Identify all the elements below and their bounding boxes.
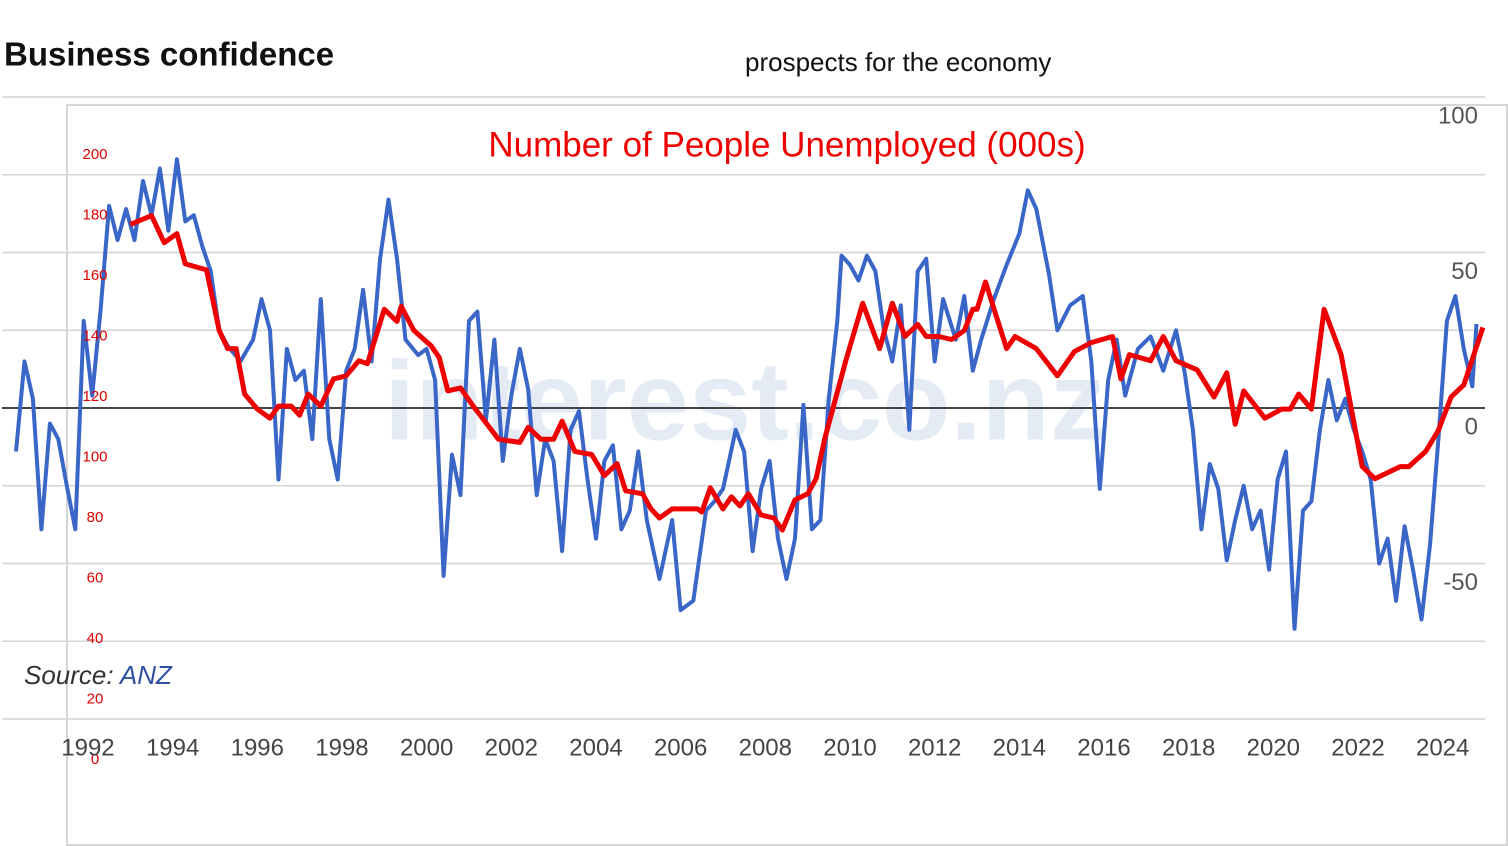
y2-tick-label: 160 [82,267,107,284]
x-tick-label: 2022 [1331,734,1384,761]
x-tick-label: 2020 [1247,734,1300,761]
source-name: ANZ [118,660,173,690]
y2-tick-label: 40 [87,630,104,647]
y2-tick-label: 140 [82,327,107,344]
x-tick-label: 2004 [569,734,622,761]
x-tick-label: 2016 [1077,734,1130,761]
x-tick-label: 2008 [739,734,792,761]
x-tick-label: 1994 [146,734,199,761]
x-tick-label: 1992 [61,734,114,761]
series-line [129,213,1486,533]
x-tick-label: 1996 [231,734,284,761]
labels: -50 0 50 100 0 20 40 60 80 100 120 140 160 180 200 1992… [61,102,1478,768]
y2-tick-label: 20 [87,690,104,707]
y2-tick-label: 0 [91,751,99,768]
x-tick-label: 2000 [400,734,453,761]
annotation: Number of People Unemployed (000s) [488,125,1085,164]
x-tick-label: 2010 [823,734,876,761]
overlay-frame [66,104,1508,846]
y2-tick-label: 100 [82,448,107,465]
lines [14,157,1486,631]
y2-tick-label: 120 [82,388,107,405]
source-label: Source: [24,660,114,690]
x-tick-label: 2014 [993,734,1046,761]
series-line [14,157,1479,631]
y2-tick-label: 80 [87,509,104,526]
x-tick-label: 2024 [1416,734,1469,761]
grid [2,96,1485,720]
y-tick-label: 0 [1465,413,1478,440]
x-tick-label: 2018 [1162,734,1215,761]
x-tick-label: 1998 [315,734,368,761]
y2-tick-label: 200 [82,146,107,163]
x-tick-label: 2012 [908,734,961,761]
source: Source: ANZ [24,660,173,690]
y2-tick-label: 180 [82,206,107,223]
y-tick-label: 100 [1438,102,1478,129]
x-tick-label: 2006 [654,734,707,761]
y2-tick-label: 60 [87,569,104,586]
y-tick-label: 50 [1451,258,1478,285]
chart-subtitle: prospects for the economy [745,47,1051,77]
y-tick-label: -50 [1443,569,1478,596]
x-tick-label: 2002 [485,734,538,761]
chart-title: Business confidence [4,36,334,73]
